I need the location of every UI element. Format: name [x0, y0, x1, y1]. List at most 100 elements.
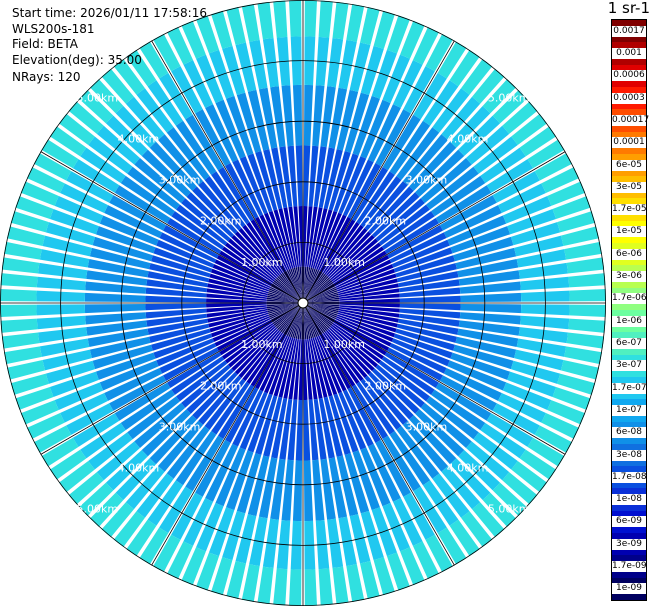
ray-gate-79-5: [41, 437, 79, 467]
ray-gate-54-1: [312, 337, 333, 397]
ray-gate-3-5: [346, 4, 365, 42]
ray-gate-116-2: [271, 147, 288, 209]
ray-gate-21-1: [335, 259, 392, 289]
ray-gate-52-2: [338, 391, 367, 450]
ray-gate-108-4: [147, 80, 184, 126]
colorbar-tick-label: 1.7e-05: [612, 204, 647, 216]
ray-gate-12-4: [432, 88, 470, 133]
ray-gate-41-3: [431, 389, 486, 431]
ray-gate-50-2: [347, 387, 381, 443]
colorbar-tick-label: 3e-08: [612, 449, 646, 461]
ray-gate-109-5: [139, 41, 169, 79]
ray-gate-12-3: [396, 127, 440, 180]
ray-gate-67-1: [264, 336, 290, 394]
ray-gate-77-4: [88, 432, 133, 470]
ray-gate-71-0: [281, 303, 303, 334]
ray-gate-83-1: [210, 314, 269, 338]
ray-gate-85-1: [208, 310, 268, 328]
ray-gate-37-5: [547, 400, 586, 425]
ray-gate-5-3: [344, 92, 370, 153]
ray-gate-21-2: [389, 232, 447, 264]
ray-gate-117-1: [288, 206, 299, 268]
ray-gate-11-3: [389, 120, 431, 175]
ray-gate-85-5: [7, 360, 46, 380]
ray-gate-53-5: [386, 552, 410, 591]
ray-gate-106-3: [158, 134, 204, 186]
ray-gate-104-4: [105, 115, 148, 157]
ray-gate-19-3: [435, 185, 492, 224]
ray-gate-107-5: [113, 58, 145, 95]
ray-gate-2-1: [307, 206, 318, 268]
ray-gate-1-5: [318, 0, 333, 38]
ray-gate-38-2: [389, 342, 447, 374]
colorbar-tick-label: 3e-05: [612, 181, 646, 193]
ray-gate-24-1: [337, 273, 397, 294]
ray-gate-115-3: [247, 89, 270, 151]
ray-gate-11-2: [356, 171, 395, 225]
ray-gate-10-5: [437, 41, 467, 79]
ray-gate-3-0: [303, 267, 311, 303]
ray-gate-99-5: [33, 153, 72, 181]
ray-gate-6-3: [352, 95, 380, 156]
ray-gate-90-3: [84, 292, 146, 303]
ray-gate-92-5: [1, 257, 40, 274]
ray-gate-14-5: [482, 79, 516, 114]
ray-gate-28-5: [568, 273, 606, 288]
ray-gate-47-3: [396, 426, 440, 479]
ray-gate-107-3: [166, 127, 210, 180]
ray-gate-115-0: [293, 267, 303, 303]
ray-gate-35-0: [303, 303, 339, 315]
ray-gate-84-5: [10, 373, 49, 395]
ray-gate-14-1: [327, 231, 372, 278]
ray-gate-80-2: [163, 347, 219, 381]
ray-gate-22-3: [447, 215, 507, 246]
ray-gate-85-2: [149, 323, 210, 343]
ray-gate-29-2: [399, 295, 461, 303]
ray-gate-93-3: [87, 258, 149, 278]
ray-gate-89-2: [145, 303, 207, 311]
ray-gate-108-3: [175, 120, 217, 175]
ray-gate-60-2: [295, 399, 303, 461]
ray-gate-48-5: [449, 519, 480, 557]
ray-gate-105-0: [277, 276, 303, 303]
ray-gate-44-0: [303, 303, 330, 329]
ray-gate-51-0: [303, 303, 320, 337]
ray-gate-89-5: [0, 304, 37, 318]
ray-gate-42-5: [511, 461, 548, 493]
ray-gate-41-0: [303, 303, 334, 325]
ray-gate-79-3: [114, 382, 171, 421]
ray-gate-36-5: [552, 386, 591, 410]
ray-gate-86-0: [267, 303, 303, 311]
ray-gate-90-0: [266, 301, 303, 303]
ray-gate-106-4: [125, 96, 165, 140]
ring-label-5km-135: 5.00km: [488, 503, 530, 516]
ray-gate-93-0: [267, 295, 303, 303]
ray-gate-34-0: [303, 303, 339, 313]
ray-gate-90-5: [0, 288, 37, 302]
ray-gate-56-3: [328, 457, 348, 519]
ray-gate-117-3: [270, 86, 286, 148]
ray-gate-61-1: [293, 339, 301, 400]
ray-gate-19-5: [527, 139, 565, 169]
ray-gate-30-3: [460, 303, 522, 314]
ring-label-5km-225: 5.00km: [77, 503, 119, 516]
colorbar-tick-label: 6e-08: [612, 427, 646, 439]
ray-gate-104-1: [231, 234, 278, 279]
ray-gate-33-1: [338, 308, 399, 323]
ray-gate-104-5: [79, 90, 114, 124]
ray-gate-61-2: [287, 399, 298, 461]
azimuth-spoke-330: [151, 40, 304, 304]
ray-gate-92-1: [206, 288, 268, 299]
ray-gate-26-5: [564, 241, 602, 260]
ray-gate-21-0: [303, 286, 337, 303]
ray-gate-84-0: [267, 303, 303, 315]
ray-gate-100-1: [219, 250, 273, 285]
ray-gate-63-0: [295, 303, 303, 339]
ray-gate-73-2: [198, 375, 242, 425]
ray-gate-30-1: [339, 303, 400, 308]
ray-gate-66-5: [196, 552, 220, 591]
ray-gate-0-3: [303, 84, 314, 146]
ray-gate-41-4: [480, 422, 526, 459]
ray-gate-86-1: [207, 308, 268, 323]
ray-gate-71-2: [211, 381, 250, 435]
